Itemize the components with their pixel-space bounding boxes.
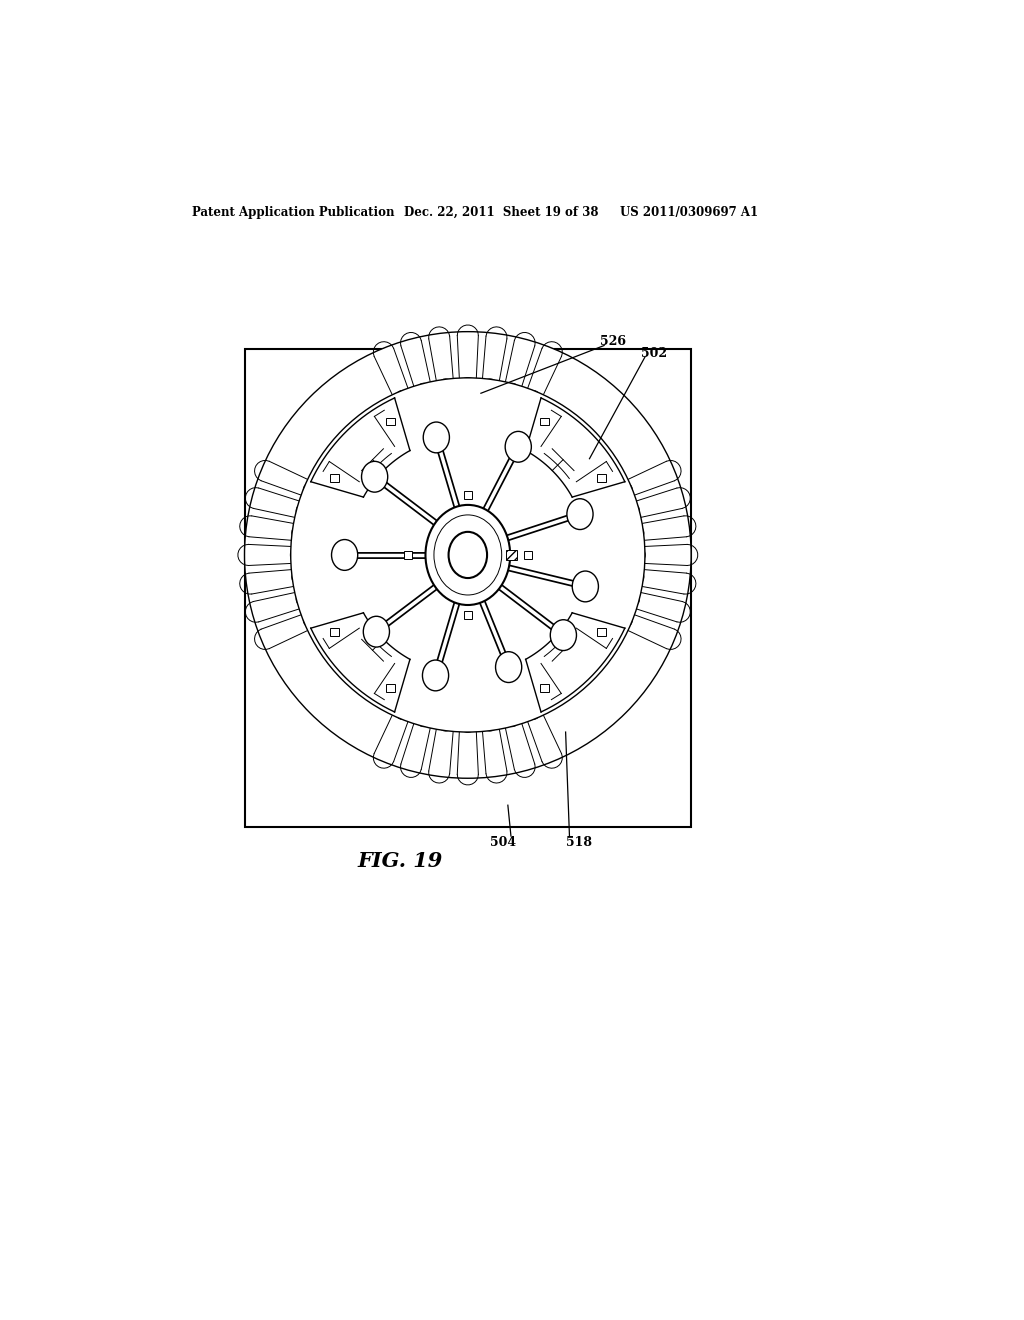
- Circle shape: [245, 331, 691, 779]
- Bar: [464, 491, 472, 499]
- Text: Dec. 22, 2011  Sheet 19 of 38: Dec. 22, 2011 Sheet 19 of 38: [403, 206, 598, 219]
- Circle shape: [291, 378, 645, 733]
- Ellipse shape: [361, 462, 388, 492]
- Ellipse shape: [425, 506, 510, 605]
- Bar: [330, 474, 339, 482]
- Bar: [541, 685, 550, 692]
- Bar: [506, 549, 517, 561]
- Bar: [597, 628, 606, 636]
- Ellipse shape: [434, 515, 502, 595]
- Text: 502: 502: [641, 347, 668, 360]
- Ellipse shape: [567, 499, 593, 529]
- Ellipse shape: [550, 619, 577, 651]
- Bar: [597, 474, 606, 482]
- Ellipse shape: [423, 660, 449, 690]
- Ellipse shape: [332, 540, 357, 570]
- Ellipse shape: [423, 422, 450, 453]
- Bar: [386, 417, 395, 425]
- Text: Patent Application Publication: Patent Application Publication: [193, 206, 394, 219]
- Bar: [524, 552, 531, 558]
- Text: US 2011/0309697 A1: US 2011/0309697 A1: [620, 206, 758, 219]
- Text: 518: 518: [565, 836, 592, 849]
- Ellipse shape: [572, 572, 598, 602]
- Ellipse shape: [505, 432, 531, 462]
- Bar: [330, 628, 339, 636]
- Bar: [403, 552, 412, 558]
- Ellipse shape: [364, 616, 389, 647]
- Bar: [245, 350, 691, 826]
- Bar: [541, 417, 550, 425]
- Text: FIG. 19: FIG. 19: [357, 851, 443, 871]
- Bar: [464, 611, 472, 619]
- Text: 526: 526: [600, 335, 627, 348]
- Ellipse shape: [449, 532, 487, 578]
- Text: 504: 504: [490, 836, 516, 849]
- Ellipse shape: [496, 652, 522, 682]
- Bar: [386, 685, 395, 692]
